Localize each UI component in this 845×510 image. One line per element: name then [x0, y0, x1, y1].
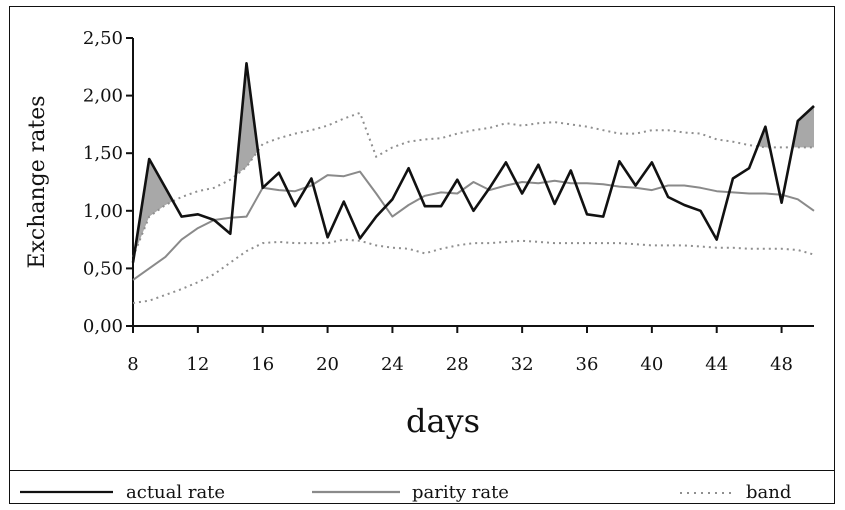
y-tick-label: 1,00	[83, 201, 123, 222]
series-line-band-upper	[132, 111, 814, 258]
y-tick-label: 0,50	[83, 258, 123, 279]
y-ticks: 0,00 0,50 1,00 1,50 2,00 2,50	[83, 28, 133, 337]
x-tick-label: 12	[186, 354, 209, 375]
x-tick-label: 48	[770, 354, 793, 375]
x-tick-label: 24	[381, 354, 404, 375]
x-tick-label: 32	[511, 354, 534, 375]
chart-frame	[9, 6, 835, 504]
x-tick-label: 8	[127, 354, 138, 375]
legend-divider	[9, 470, 835, 471]
series-line-band-lower	[132, 238, 815, 304]
legend-label-band: band	[746, 482, 791, 503]
overshoot-shade	[792, 106, 814, 148]
y-tick-label: 1,50	[83, 143, 123, 164]
y-axis-title: Exchange rates	[25, 95, 50, 268]
axes-layer	[132, 38, 814, 327]
legend-label-parity-rate: parity rate	[412, 482, 509, 503]
x-axis-title: days	[406, 402, 480, 440]
x-tick-label: 36	[576, 354, 599, 375]
overshoot-shade	[235, 63, 258, 176]
x-tick-label: 44	[705, 354, 728, 375]
y-tick-label: 2,50	[83, 28, 123, 49]
series-line-actual-rate	[131, 61, 815, 263]
series-line-parity-rate	[132, 170, 815, 281]
x-tick-label: 28	[446, 354, 469, 375]
x-ticks: 8 12 16 20 24 28 32 36 40 44 48	[127, 326, 793, 375]
overshoot-shade	[134, 159, 173, 254]
series-layer	[131, 61, 815, 304]
legend: actual rate parity rate band	[20, 482, 791, 503]
shade-layer	[134, 63, 814, 254]
x-tick-label: 16	[251, 354, 274, 375]
overshoot-shade	[757, 126, 770, 148]
x-tick-label: 40	[640, 354, 663, 375]
y-tick-label: 0,00	[83, 316, 123, 337]
x-tick-label: 20	[316, 354, 339, 375]
legend-label-actual-rate: actual rate	[126, 482, 225, 503]
y-tick-label: 2,00	[83, 86, 123, 107]
